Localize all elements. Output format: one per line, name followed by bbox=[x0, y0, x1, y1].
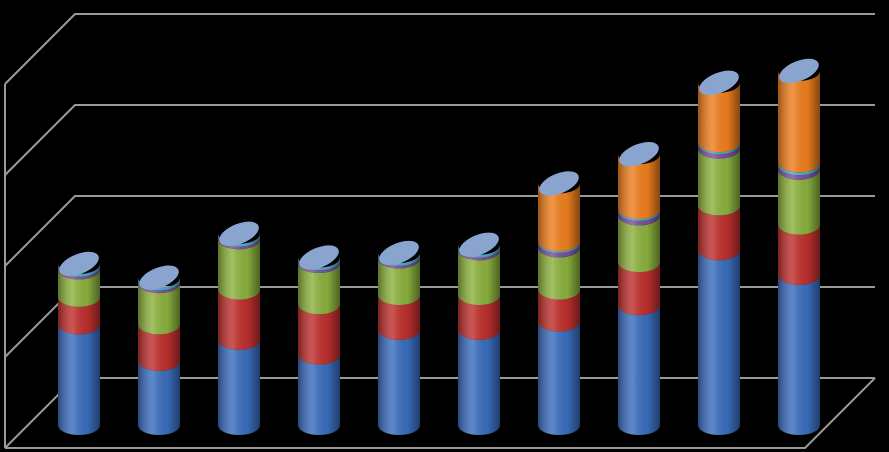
segment-shade bbox=[538, 242, 580, 258]
segment-shade bbox=[778, 70, 820, 173]
segment-shade bbox=[58, 266, 100, 280]
cylinder-cap bbox=[459, 232, 499, 257]
cylinder-cap bbox=[779, 58, 819, 84]
segment-shade bbox=[138, 324, 180, 371]
segment-shade bbox=[218, 289, 260, 350]
segment-shade bbox=[538, 247, 580, 300]
segment-shade bbox=[138, 360, 180, 435]
cylinder-cap bbox=[619, 142, 659, 167]
segment-shade bbox=[298, 354, 340, 435]
segment-shade bbox=[538, 321, 580, 435]
segment-shade bbox=[778, 162, 820, 176]
segment-shade bbox=[698, 250, 740, 435]
segment-shade bbox=[298, 263, 340, 315]
segment-shade bbox=[458, 247, 500, 261]
grid-line bbox=[4, 195, 875, 267]
segment-shade bbox=[538, 183, 580, 252]
segment-shade bbox=[58, 269, 100, 307]
cylinder-cap bbox=[699, 70, 739, 95]
segment-shade bbox=[58, 324, 100, 435]
segment-shade bbox=[698, 142, 740, 155]
segment-shade bbox=[698, 82, 740, 153]
segment-shade bbox=[458, 250, 500, 306]
segment-shade bbox=[778, 274, 820, 435]
segment-shade bbox=[378, 329, 420, 435]
segment-shade bbox=[698, 144, 740, 159]
segment-shade bbox=[298, 260, 340, 274]
grid-line bbox=[4, 104, 875, 176]
floor-edge bbox=[5, 377, 876, 449]
segment-shade bbox=[378, 255, 420, 269]
segment-shade bbox=[698, 205, 740, 261]
cylinder-cap bbox=[219, 221, 259, 246]
segment-shade bbox=[778, 165, 820, 180]
segment-shade bbox=[138, 280, 180, 294]
segment-shade bbox=[618, 215, 660, 273]
segment-shade bbox=[138, 283, 180, 335]
cylinder-cap bbox=[539, 171, 579, 196]
grid-line bbox=[4, 13, 875, 85]
segment-shade bbox=[378, 295, 420, 340]
segment-shade bbox=[698, 148, 740, 216]
cylinder-cap bbox=[139, 265, 179, 290]
segment-shade bbox=[218, 339, 260, 435]
segment-shade bbox=[58, 296, 100, 335]
segment-shade bbox=[618, 210, 660, 226]
segment-shade bbox=[538, 241, 580, 253]
segment-shade bbox=[618, 209, 660, 221]
segment-shade bbox=[298, 304, 340, 365]
segment-shade bbox=[618, 305, 660, 435]
segment-shade bbox=[778, 169, 820, 235]
segment-shade bbox=[778, 224, 820, 285]
cylinder-cap bbox=[379, 240, 419, 266]
segment-shade bbox=[458, 295, 500, 340]
segment-shade bbox=[458, 329, 500, 435]
segment-shade bbox=[538, 289, 580, 332]
cylinder-cap bbox=[299, 245, 339, 270]
segment-shade bbox=[618, 262, 660, 316]
segment-shade bbox=[218, 236, 260, 250]
segment-shade bbox=[618, 154, 660, 220]
segment-shade bbox=[378, 258, 420, 306]
segment-shade bbox=[218, 239, 260, 300]
cylinder-cap bbox=[59, 251, 99, 277]
